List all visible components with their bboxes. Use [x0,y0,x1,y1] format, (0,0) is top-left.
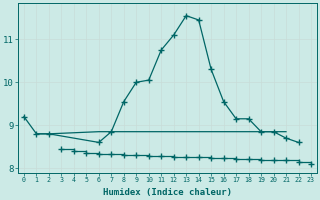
X-axis label: Humidex (Indice chaleur): Humidex (Indice chaleur) [103,188,232,197]
